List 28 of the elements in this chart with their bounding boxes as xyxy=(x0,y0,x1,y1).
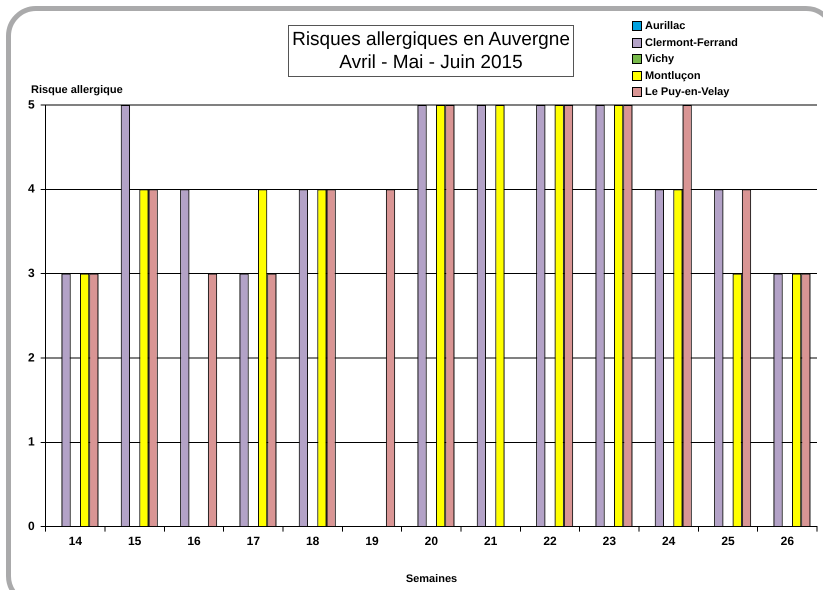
x-tick-label: 26 xyxy=(780,534,794,548)
x-tick-label: 17 xyxy=(246,534,260,548)
x-tick-label: 16 xyxy=(187,534,201,548)
x-tick-label: 20 xyxy=(424,534,438,548)
x-tick-label: 23 xyxy=(602,534,616,548)
chart-title: Risques allergiques en Auvergne xyxy=(291,28,571,51)
x-tick-label: 25 xyxy=(721,534,735,548)
x-tick-label: 22 xyxy=(543,534,557,548)
y-axis-title: Risque allergique xyxy=(31,84,123,96)
legend-label: Aurillac xyxy=(645,19,686,34)
legend-label: Vichy xyxy=(645,52,674,67)
x-tick-label: 24 xyxy=(662,534,676,548)
y-tick-label: 1 xyxy=(28,434,35,449)
legend-label: Clermont-Ferrand xyxy=(645,36,738,50)
x-tick-label: 19 xyxy=(365,534,379,548)
legend-label: Montluçon xyxy=(645,68,701,84)
y-tick-label: 3 xyxy=(28,266,35,280)
x-tick-label: 15 xyxy=(128,534,142,548)
x-axis-title: Semaines xyxy=(404,573,458,585)
legend-label: Le Puy-en-Velay xyxy=(645,85,730,100)
x-tick-label: 18 xyxy=(306,534,320,548)
y-tick-label: 2 xyxy=(28,350,35,364)
y-tick-label: 0 xyxy=(28,518,35,533)
y-tick-label: 4 xyxy=(28,182,35,196)
x-tick-label: 14 xyxy=(68,534,82,548)
chart-subtitle: Avril - Mai - Juin 2015 xyxy=(338,51,524,74)
x-tick-label: 21 xyxy=(484,534,498,548)
y-tick-label: 5 xyxy=(28,97,35,112)
